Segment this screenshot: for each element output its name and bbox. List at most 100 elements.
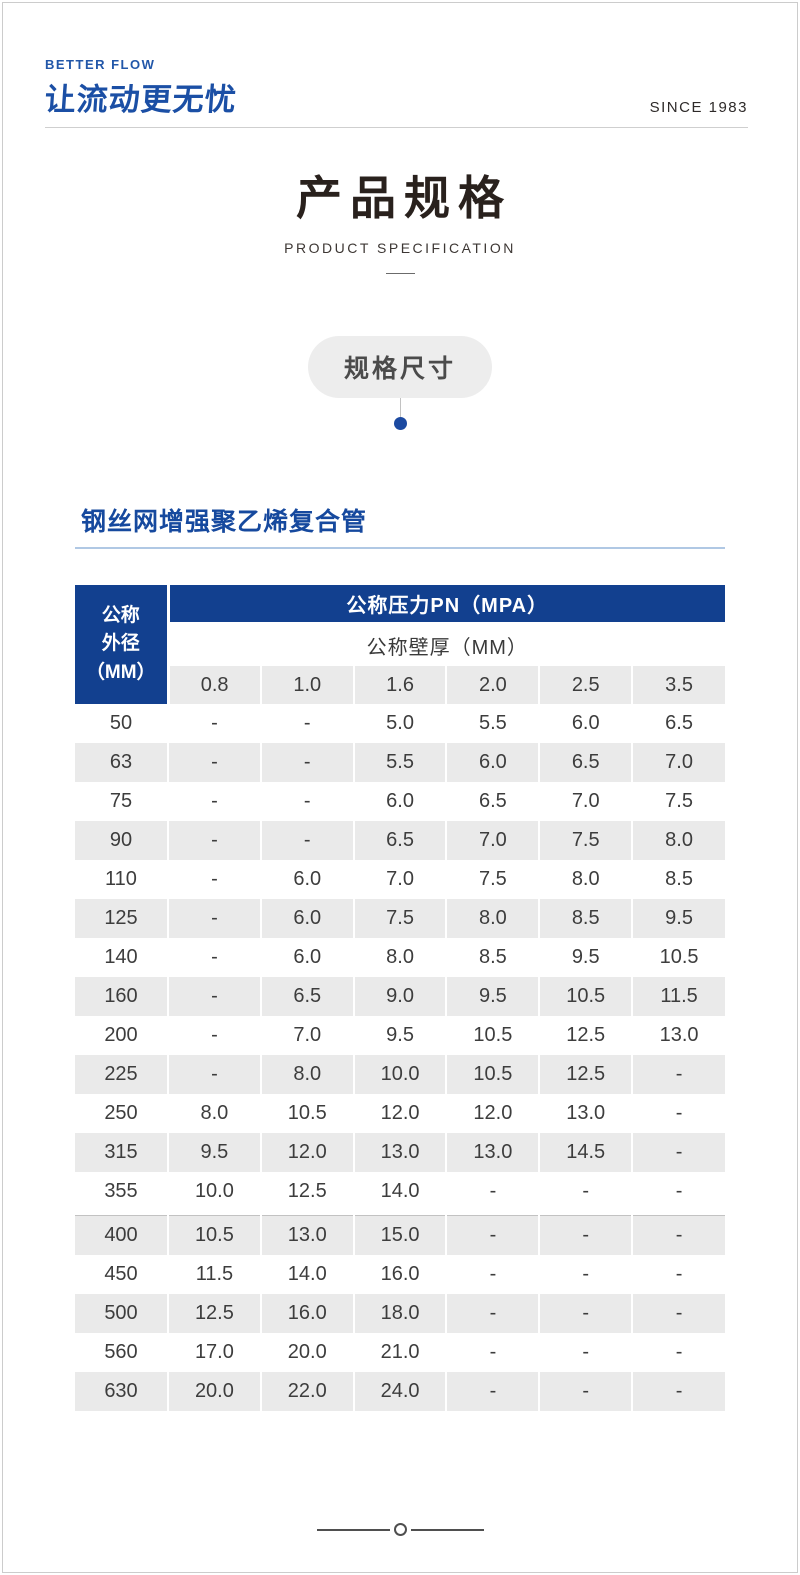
table-row: 250 8.0 10.5 12.0 12.0 13.0-: [75, 1094, 725, 1133]
table-row: 50- -5.0 5.5 6.0 6.5: [75, 704, 725, 743]
value-cell: 9.5: [446, 977, 541, 1016]
od-cell: 400: [75, 1215, 169, 1255]
value-cell: 7.5: [353, 899, 448, 938]
value-cell: 5.5: [353, 743, 448, 782]
value-cell: 6.0: [539, 704, 634, 743]
table-row: 110-6.0 7.0 7.5 8.0 8.5: [75, 860, 725, 899]
value-cell: -: [632, 1294, 725, 1333]
value-cell: 8.0: [632, 821, 725, 860]
value-cell: -: [168, 704, 262, 743]
value-cell: -: [168, 1016, 262, 1055]
value-cell: 13.0: [353, 1133, 448, 1172]
value-cell: 8.5: [539, 899, 634, 938]
od-header-cell: 公称 外径 （MM）: [75, 585, 170, 704]
value-cell: -: [632, 1094, 725, 1133]
value-cell: -: [260, 821, 355, 860]
value-cell: 10.5: [539, 977, 634, 1016]
value-cell: 12.5: [260, 1172, 355, 1211]
wall-header-cell: 公称壁厚（MM）: [168, 623, 725, 666]
value-cell: 6.0: [260, 899, 355, 938]
value-cell: 8.0: [446, 899, 541, 938]
table-row: 560 17.0 20.0 21.0- - -: [75, 1333, 725, 1372]
footer-line-right: [410, 1528, 484, 1531]
od-cell: 450: [75, 1255, 169, 1294]
table-row: 90- -6.5 7.0 7.5 8.0: [75, 821, 725, 860]
page-subtitle: PRODUCT SPECIFICATION: [284, 240, 516, 256]
value-cell: -: [168, 743, 262, 782]
value-cell: 24.0: [353, 1372, 448, 1411]
value-cell: 6.0: [446, 743, 541, 782]
value-cell: -: [539, 1333, 634, 1372]
od-cell: 125: [75, 899, 169, 938]
value-cell: -: [632, 1172, 725, 1211]
value-cell: -: [168, 1055, 262, 1094]
badge-connector-line: [399, 398, 401, 417]
brand-tagline: BETTER FLOW: [45, 57, 156, 72]
value-cell: -: [446, 1172, 541, 1211]
value-cell: -: [539, 1294, 634, 1333]
value-cell: 16.0: [353, 1255, 448, 1294]
table-row: 63- -5.5 6.0 6.5 7.0: [75, 743, 725, 782]
table-row: 400 10.5 13.0 15.0- - -: [75, 1215, 725, 1255]
since-label: SINCE 1983: [649, 99, 748, 116]
brand-logo-block: BETTER FLOW 让流动更无忧: [44, 57, 748, 119]
od-cell: 315: [75, 1133, 169, 1172]
od-cell: 500: [75, 1294, 169, 1333]
table-header-row: 公称 外径 （MM） 公称压力PN（MPA）: [75, 585, 725, 704]
value-cell: 10.5: [446, 1055, 541, 1094]
value-cell: 8.5: [632, 860, 725, 899]
title-block: 产品规格 PRODUCT SPECIFICATION: [0, 162, 800, 274]
footer-circle-icon: [393, 1523, 407, 1536]
table-row: 500 12.5 16.0 18.0- - -: [75, 1294, 725, 1333]
pressure-col-header: 1.6: [353, 666, 448, 704]
brand-header: BETTER FLOW 让流动更无忧 SINCE 1983: [44, 0, 748, 128]
value-cell: 14.5: [539, 1133, 634, 1172]
value-cell: -: [168, 977, 262, 1016]
value-cell: -: [168, 782, 262, 821]
value-cell: -: [539, 1372, 634, 1411]
value-cell: 16.0: [260, 1294, 355, 1333]
value-cell: 6.5: [260, 977, 355, 1016]
section-heading: 钢丝网增强聚乙烯复合管: [81, 508, 368, 536]
value-cell: 6.0: [353, 782, 448, 821]
value-cell: 7.0: [539, 782, 634, 821]
value-cell: 18.0: [353, 1294, 448, 1333]
value-cell: 8.0: [353, 938, 448, 977]
pressure-header-cell: 公称压力PN（MPA）: [168, 585, 725, 625]
value-cell: 5.0: [353, 704, 448, 743]
value-cell: -: [446, 1294, 541, 1333]
value-cell: 7.5: [632, 782, 725, 821]
od-cell: 250: [75, 1094, 169, 1133]
value-cell: -: [632, 1372, 725, 1411]
table-row: 630 20.0 22.0 24.0- - -: [75, 1372, 725, 1411]
value-cell: 10.5: [168, 1215, 262, 1255]
value-cell: -: [260, 704, 355, 743]
value-cell: 12.5: [539, 1016, 634, 1055]
table-row: 200-7.0 9.5 10.5 12.5 13.0: [75, 1016, 725, 1055]
value-cell: 21.0: [353, 1333, 448, 1372]
od-cell: 90: [75, 821, 169, 860]
footer-line-left: [316, 1528, 390, 1531]
table-row: 315 9.5 12.0 13.0 13.0 14.5-: [75, 1133, 725, 1172]
table-row: 160-6.5 9.0 9.5 10.5 11.5: [75, 977, 725, 1016]
value-cell: 9.5: [168, 1133, 262, 1172]
footer-divider: [0, 1523, 800, 1536]
value-cell: 13.0: [446, 1133, 541, 1172]
value-cell: 6.5: [353, 821, 448, 860]
value-cell: 12.0: [353, 1094, 448, 1133]
value-cell: 10.0: [353, 1055, 448, 1094]
value-cell: 10.0: [168, 1172, 262, 1211]
value-cell: 10.5: [446, 1016, 541, 1055]
value-cell: 8.0: [168, 1094, 262, 1133]
value-cell: 10.5: [632, 938, 725, 977]
value-cell: -: [632, 1055, 725, 1094]
table-row: 140-6.0 8.0 8.5 9.5 10.5: [75, 938, 725, 977]
value-cell: 6.5: [446, 782, 541, 821]
value-cell: 13.0: [539, 1094, 634, 1133]
splice-divider: [75, 1211, 725, 1216]
od-cell: 140: [75, 938, 169, 977]
value-cell: 6.5: [539, 743, 634, 782]
pressure-col-header: 1.0: [260, 666, 355, 704]
spec-section: 钢丝网增强聚乙烯复合管 公称 外径 （MM） 公称压力PN（MPA） 公称壁厚（…: [75, 502, 725, 1411]
value-cell: 7.0: [353, 860, 448, 899]
